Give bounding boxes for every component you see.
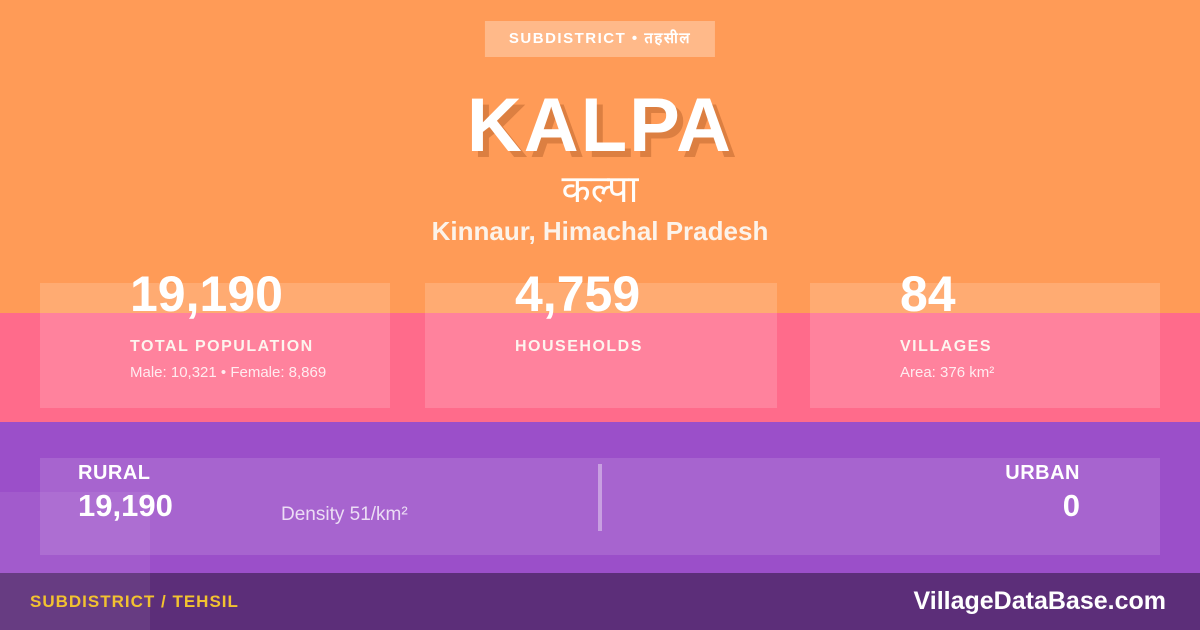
rural-urban-divider bbox=[598, 464, 602, 531]
stat-card-households: 4,759 HOUSEHOLDS bbox=[425, 267, 777, 408]
purple-band bbox=[0, 422, 1200, 573]
rural-value: 19,190 bbox=[78, 488, 173, 523]
stat-label: HOUSEHOLDS bbox=[515, 338, 643, 355]
location-subtitle: Kinnaur, Himachal Pradesh bbox=[431, 216, 769, 246]
native-name: कल्पा bbox=[561, 169, 639, 211]
type-badge: SUBDISTRICT • तहसील bbox=[484, 21, 716, 57]
stat-card-total-population: 19,190 TOTAL POPULATION Male: 10,321 • F… bbox=[40, 267, 390, 408]
band-highlight-overlay bbox=[40, 458, 1160, 555]
stat-value: 84 bbox=[900, 266, 956, 322]
footer-type-label: SUBDISTRICT / TEHSIL bbox=[30, 591, 239, 611]
page-title: KALPA bbox=[466, 83, 734, 168]
urban-block: URBAN 0 bbox=[1005, 461, 1080, 524]
density-text: Density 51/km² bbox=[281, 504, 408, 525]
urban-label: URBAN bbox=[1005, 462, 1080, 484]
stat-detail: Area: 376 km² bbox=[900, 364, 995, 381]
stat-label: VILLAGES bbox=[900, 338, 993, 355]
type-badge-label: SUBDISTRICT • तहसील bbox=[508, 30, 692, 47]
rural-label: RURAL bbox=[78, 462, 151, 484]
left-edge-overlay bbox=[0, 492, 150, 630]
stat-value: 4,759 bbox=[515, 266, 641, 322]
stat-label: TOTAL POPULATION bbox=[130, 338, 314, 355]
footer-band bbox=[0, 573, 1200, 630]
stat-value: 19,190 bbox=[130, 266, 283, 322]
pink-band bbox=[0, 313, 1200, 422]
urban-value: 0 bbox=[1062, 488, 1080, 523]
stat-detail: Male: 10,321 • Female: 8,869 bbox=[130, 364, 327, 381]
rural-block: RURAL 19,190 bbox=[78, 461, 173, 524]
stat-card-villages: 84 VILLAGES Area: 376 km² bbox=[810, 267, 1160, 408]
site-brand: VillageDataBase.com bbox=[913, 587, 1166, 615]
